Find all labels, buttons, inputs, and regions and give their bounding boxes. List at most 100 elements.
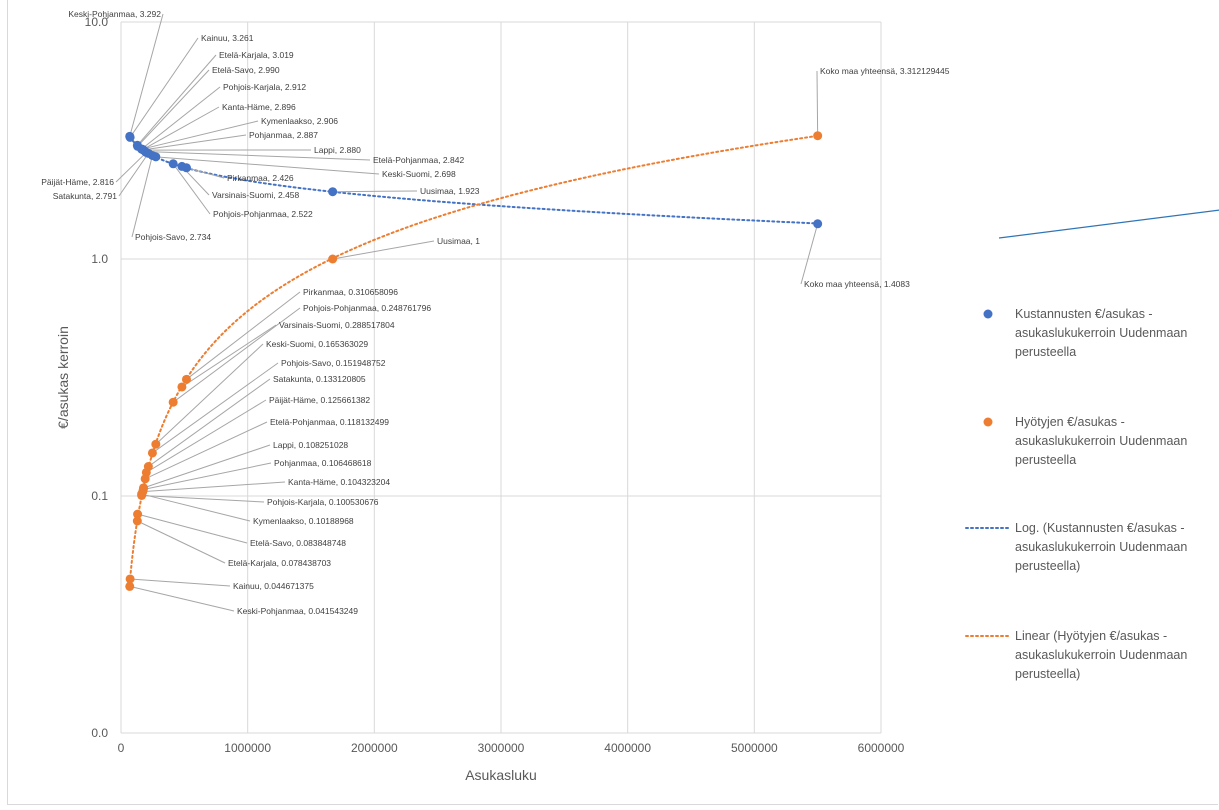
- data-label: Pohjois-Pohjanmaa, 2.522: [213, 209, 313, 219]
- data-label: Kanta-Häme, 0.104323204: [288, 477, 390, 487]
- y-axis-title: €/asukas kerroin: [55, 326, 71, 429]
- benefit-point: [328, 255, 337, 264]
- legend-item: Linear (Hyötyjen €/asukas - asukaslukuker…: [966, 629, 1187, 681]
- legend-item: Kustannusten €/asukas - asukaslukukerroin…: [984, 307, 1188, 359]
- label-leader-line: [130, 579, 230, 586]
- legend-item: Log. (Kustannusten €/asukas -asukaslukuk…: [966, 521, 1187, 573]
- label-leader-line: [817, 71, 818, 136]
- data-label: Kymenlaakso, 2.906: [261, 116, 338, 126]
- benefit-point: [177, 382, 186, 391]
- benefit-point: [151, 440, 160, 449]
- x-tick-label: 5000000: [731, 741, 778, 755]
- legend-text: asukaslukukerroin Uudenmaan: [1015, 326, 1187, 340]
- data-label: Pohjois-Karjala, 2.912: [223, 82, 306, 92]
- data-label: Etelä-Karjala, 3.019: [219, 50, 294, 60]
- trendlines: [130, 136, 818, 583]
- data-label: Varsinais-Suomi, 0.288517804: [279, 320, 395, 330]
- data-label: Pohjanmaa, 0.106468618: [274, 458, 372, 468]
- tick-labels: 0 1000000 2000000 3000000 4000000 5000000 6000…: [85, 15, 905, 755]
- label-leader-line: [130, 14, 163, 136]
- data-label: Satakunta, 0.133120805: [273, 374, 366, 384]
- y-tick-label: 0.1: [91, 489, 108, 503]
- data-points: [125, 131, 822, 591]
- benefit-point: [133, 516, 142, 525]
- benefit-point: [813, 131, 822, 140]
- x-tick-label: 4000000: [604, 741, 651, 755]
- x-tick-label: 1000000: [224, 741, 271, 755]
- x-tick-label: 0: [118, 741, 125, 755]
- label-leader-line: [173, 164, 210, 214]
- data-label: Pirkanmaa, 0.310658096: [303, 287, 398, 297]
- legend-text: perusteella): [1015, 667, 1080, 681]
- label-leader-line: [333, 241, 434, 259]
- label-leader-line: [138, 70, 209, 146]
- label-leader-line: [143, 463, 271, 490]
- legend-text: Kustannusten €/asukas -: [1015, 307, 1153, 321]
- legend-marker: [984, 310, 993, 319]
- data-label: Pohjois-Karjala, 0.100530676: [267, 497, 379, 507]
- benefit-point: [125, 582, 134, 591]
- benefit-point: [169, 398, 178, 407]
- data-label: Pohjois-Savo, 2.734: [135, 232, 211, 242]
- data-label: Pirkanmaa, 2.426: [227, 173, 294, 183]
- legend: Kustannusten €/asukas - asukaslukukerroin…: [966, 307, 1187, 681]
- x-tick-label: 2000000: [351, 741, 398, 755]
- data-label: Uusimaa, 1.923: [420, 186, 480, 196]
- label-leader-line: [182, 325, 276, 387]
- data-label: Keski-Suomi, 0.165363029: [266, 339, 368, 349]
- data-label: Keski-Pohjanmaa, 3.292: [68, 9, 161, 19]
- data-label: Keski-Pohjanmaa, 0.041543249: [237, 606, 358, 616]
- label-leader-line: [333, 191, 417, 192]
- legend-text: Hyötyjen €/asukas -: [1015, 415, 1125, 429]
- benefit-point: [182, 375, 191, 384]
- label-leader-line: [156, 344, 263, 444]
- data-label: Lappi, 0.108251028: [273, 440, 348, 450]
- label-leader-line: [137, 521, 225, 563]
- x-tick-label: 3000000: [478, 741, 525, 755]
- scatter-chart: Keski-Pohjanmaa, 3.292 Kainuu, 3.261 Etelä…: [8, 0, 1219, 805]
- label-leader-line: [144, 445, 270, 488]
- data-label: Varsinais-Suomi, 2.458: [212, 190, 300, 200]
- data-label: Etelä-Pohjanmaa, 0.118132499: [270, 417, 389, 427]
- legend-text: asukaslukukerroin Uudenmaan: [1015, 648, 1187, 662]
- chart-frame: Keski-Pohjanmaa, 3.292 Kainuu, 3.261 Etelä…: [7, 0, 1218, 805]
- benefit-point: [137, 490, 146, 499]
- data-label: Kainuu, 3.261: [201, 33, 254, 43]
- legend-item: Hyötyjen €/asukas - asukaslukukerroin Uud…: [984, 415, 1188, 467]
- legend-text: Linear (Hyötyjen €/asukas -: [1015, 629, 1167, 643]
- cost-point: [177, 162, 186, 171]
- y-tick-label: 0.0: [91, 726, 108, 740]
- label-leader-line: [143, 482, 285, 492]
- x-axis-title: Asukasluku: [465, 767, 537, 783]
- data-label: Pohjois-Savo, 0.151948752: [281, 358, 386, 368]
- legend-marker: [984, 418, 993, 427]
- data-label: Pohjanmaa, 2.887: [249, 130, 318, 140]
- data-label: Koko maa yhteensä, 3.312129445: [820, 66, 950, 76]
- data-label: Uusimaa, 1: [437, 236, 480, 246]
- grid: [121, 22, 881, 733]
- y-tick-label: 10.0: [85, 15, 109, 29]
- label-leader-line: [130, 586, 234, 611]
- label-leader-line: [145, 422, 267, 479]
- data-label: Lappi, 2.880: [314, 145, 361, 155]
- label-leader-line: [801, 224, 818, 284]
- legend-text: perusteella): [1015, 559, 1080, 573]
- label-leader-line: [132, 155, 152, 237]
- selected-shape-line[interactable]: [999, 210, 1219, 238]
- legend-text: asukaslukukerroin Uudenmaan: [1015, 434, 1187, 448]
- data-label: Päijät-Häme, 2.816: [41, 177, 114, 187]
- y-tick-label: 1.0: [91, 252, 108, 266]
- data-label: Keski-Suomi, 2.698: [382, 169, 456, 179]
- legend-text: asukaslukukerroin Uudenmaan: [1015, 540, 1187, 554]
- data-label: Etelä-Karjala, 0.078438703: [228, 558, 331, 568]
- legend-text: perusteella: [1015, 453, 1076, 467]
- x-tick-label: 6000000: [858, 741, 905, 755]
- data-label: Etelä-Savo, 0.083848748: [250, 538, 346, 548]
- data-label: Etelä-Pohjanmaa, 2.842: [373, 155, 464, 165]
- cost-point: [126, 133, 135, 142]
- cost-point: [169, 159, 178, 168]
- legend-text: perusteella: [1015, 345, 1076, 359]
- data-label: Satakunta, 2.791: [53, 191, 118, 201]
- data-label: Etelä-Savo, 2.990: [212, 65, 280, 75]
- label-leader-line: [143, 135, 246, 150]
